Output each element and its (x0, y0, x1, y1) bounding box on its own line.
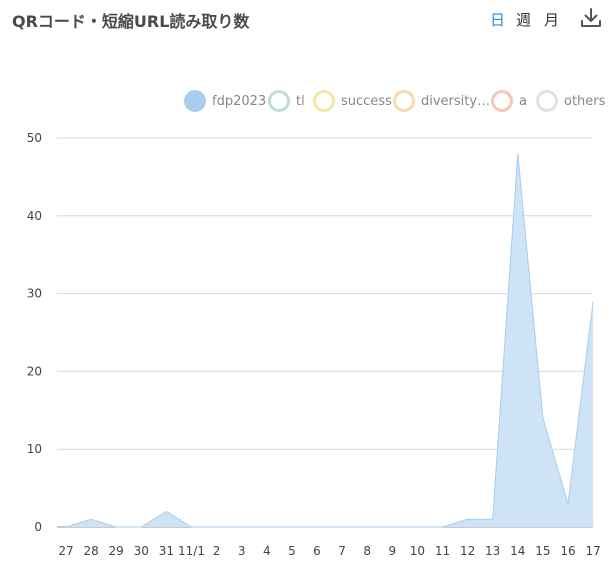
legend-swatch (268, 90, 290, 112)
legend-label: tl (296, 93, 305, 109)
x-tick-label: 11/1 (178, 544, 205, 558)
legend-label: success (341, 93, 392, 109)
x-tick-label: 10 (410, 544, 425, 558)
legend-label: fdp2023 (212, 93, 267, 109)
y-tick-label: 0 (34, 520, 42, 534)
legend-swatch (536, 90, 558, 112)
y-tick-label: 40 (27, 209, 42, 223)
x-tick-label: 31 (159, 544, 174, 558)
x-tick-label: 16 (560, 544, 575, 558)
x-tick-label: 27 (58, 544, 73, 558)
x-tick-label: 13 (485, 544, 500, 558)
legend-item-0[interactable]: fdp2023 (184, 89, 266, 113)
x-tick-label: 2 (213, 544, 221, 558)
legend-item-3[interactable]: diversity… (393, 89, 490, 113)
legend-item-1[interactable]: tl (268, 89, 305, 113)
legend-label: others (564, 93, 606, 109)
download-icon[interactable] (579, 6, 603, 30)
period-month-tab[interactable]: 月 (544, 11, 560, 29)
x-tick-label: 6 (313, 544, 321, 558)
legend-swatch (491, 90, 513, 112)
x-tick-label: 11 (435, 544, 450, 558)
x-tick-label: 29 (109, 544, 124, 558)
x-tick-label: 8 (363, 544, 371, 558)
x-tick-label: 12 (460, 544, 475, 558)
series-line (65, 153, 594, 528)
x-tick-label: 5 (288, 544, 296, 558)
x-tick-label: 15 (535, 544, 550, 558)
legend-label: diversity… (421, 93, 491, 109)
legend-swatch (313, 90, 335, 112)
y-tick-label: 50 (27, 131, 42, 145)
period-day-tab[interactable]: 日 (490, 11, 506, 29)
x-tick-label: 30 (134, 544, 149, 558)
x-tick-label: 9 (388, 544, 396, 558)
x-tick-label: 14 (510, 544, 525, 558)
x-tick-label: 7 (338, 544, 346, 558)
legend-swatch (184, 90, 206, 112)
series-area (66, 153, 594, 527)
y-tick-label: 10 (27, 442, 42, 456)
y-tick-label: 30 (27, 287, 42, 301)
legend-swatch (393, 90, 415, 112)
chart-legend: fdp2023 tl success diversity… a others (0, 89, 612, 113)
legend-item-5[interactable]: others (536, 89, 605, 113)
y-tick-label: 20 (27, 364, 42, 378)
x-tick-label: 3 (238, 544, 246, 558)
x-tick-label: 17 (585, 544, 600, 558)
legend-item-2[interactable]: success (313, 89, 392, 113)
x-tick-label: 4 (263, 544, 271, 558)
legend-item-4[interactable]: a (491, 89, 527, 113)
period-week-tab[interactable]: 週 (516, 11, 532, 29)
x-tick-label: 28 (83, 544, 98, 558)
legend-label: a (519, 93, 527, 109)
page-title: QRコード・短縮URL読み取り数 (12, 12, 250, 31)
